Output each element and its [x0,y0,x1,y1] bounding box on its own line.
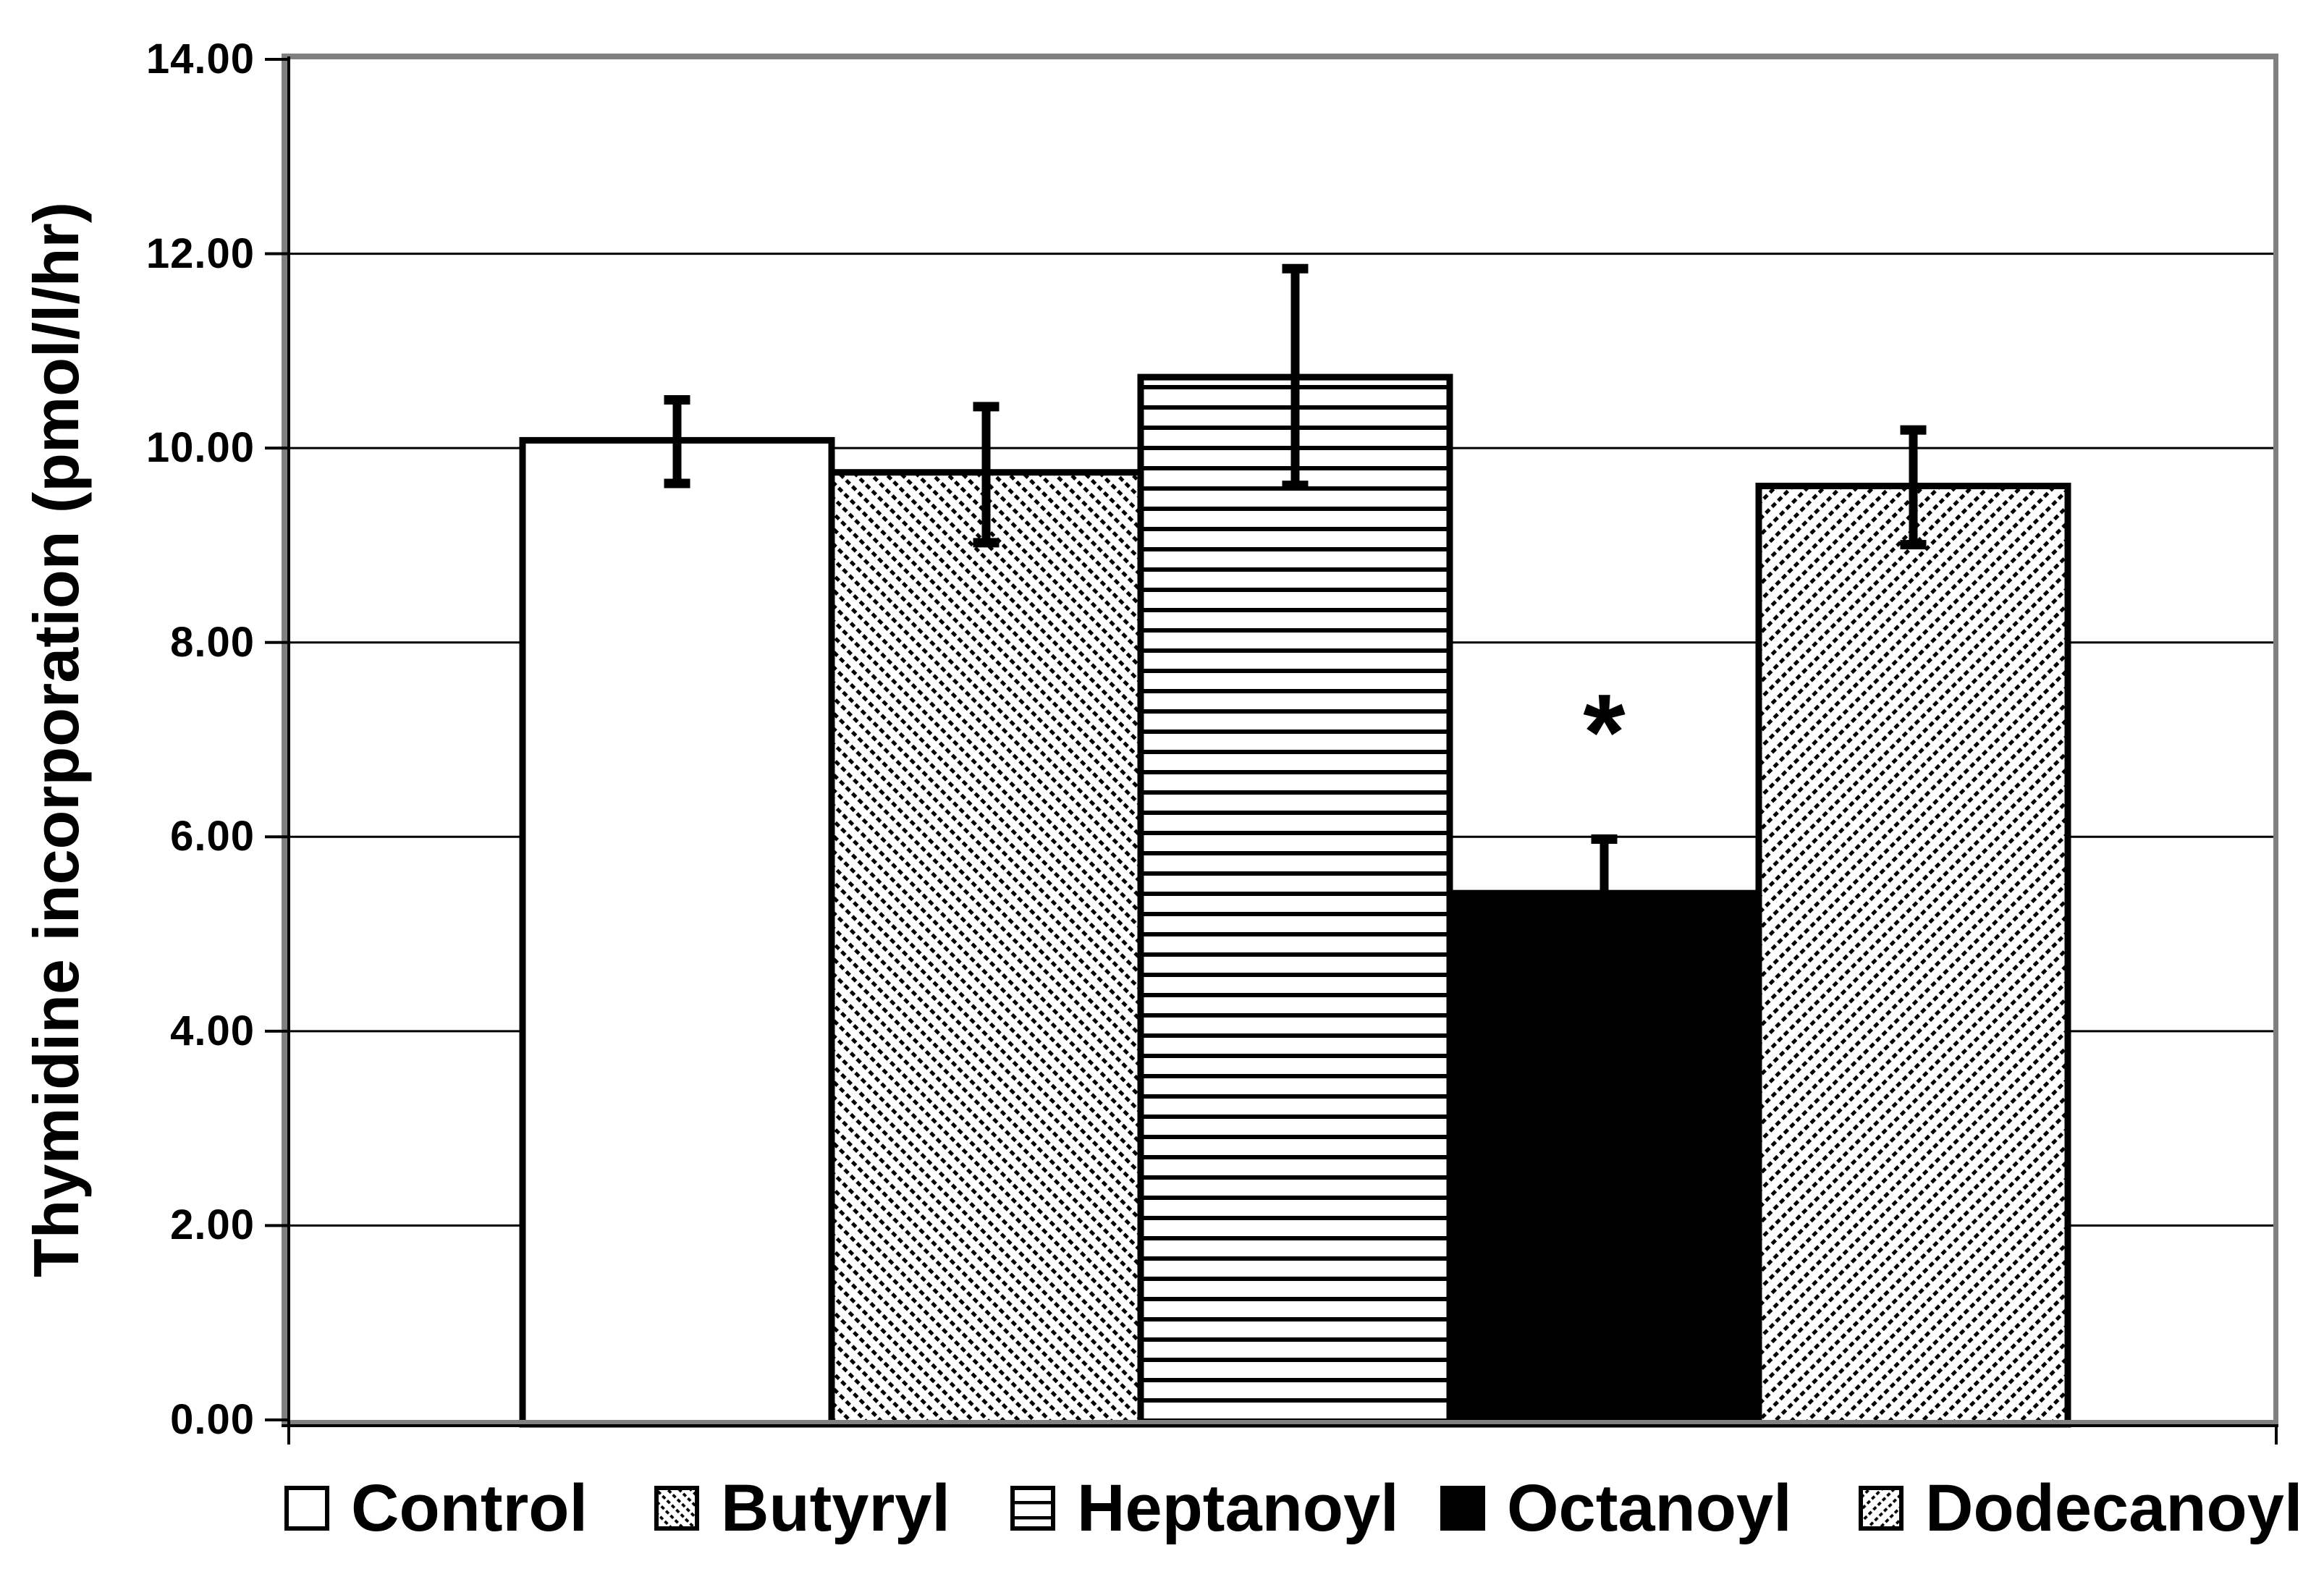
legend-label-control: Control [351,1471,588,1545]
y-tick-label-4.00: 4.00 [170,1007,255,1054]
y-tick-mark-8 [265,640,287,644]
legend-label-butyryl: Butyryl [721,1471,950,1545]
y-axis-line [287,56,290,1424]
y-tick-label-10.00: 10.00 [145,424,255,472]
legend-swatch-butyryl [654,1486,699,1531]
legend-item-butyryl: Butyryl [654,1471,950,1545]
plot-border-top [282,54,2278,59]
plot-border-right [2273,54,2278,1427]
y-tick-mark-6 [265,835,287,839]
y-tick-label-0.00: 0.00 [170,1396,255,1443]
y-tick-mark-14 [265,58,287,61]
y-tick-label-2.00: 2.00 [170,1201,255,1249]
plot-border-bottom [282,1420,2278,1424]
bar-control [519,436,835,1428]
bar-heptanoyl [1137,373,1453,1428]
y-tick-mark-0 [265,1418,287,1421]
legend-item-heptanoyl: Heptanoyl [1010,1471,1399,1545]
y-tick-label-14.00: 14.00 [145,35,255,83]
legend-swatch-control [284,1486,329,1531]
x-axis-line [282,1424,2278,1427]
bar-dodecanoyl [1755,483,2071,1428]
error-bar-butyryl [973,402,1000,548]
y-tick-label-12.00: 12.00 [145,229,255,277]
y-tick-mark-12 [265,252,287,255]
legend-label-octanoyl: Octanoyl [1507,1471,1792,1545]
legend-item-control: Control [284,1471,588,1545]
significance-asterisk-octanoyl: * [1583,671,1626,792]
bar-octanoyl [1446,889,1762,1428]
y-tick-mark-2 [265,1224,287,1227]
bar-butyryl [828,469,1144,1428]
legend-item-octanoyl: Octanoyl [1440,1471,1792,1545]
y-tick-label-8.00: 8.00 [170,618,255,666]
y-tick-mark-4 [265,1029,287,1033]
legend-swatch-dodecanoyl [1859,1486,1903,1531]
x-tick-mark-0 [287,1424,290,1445]
legend-swatch-octanoyl [1440,1486,1485,1531]
error-bar-octanoyl [1591,834,1618,894]
x-tick-mark-1 [2275,1424,2278,1445]
y-tick-mark-10 [265,447,287,450]
plot-border-left [282,54,287,1424]
error-bar-dodecanoyl [1900,425,1927,550]
legend-item-dodecanoyl: Dodecanoyl [1859,1471,2303,1545]
error-bar-heptanoyl [1282,263,1309,491]
legend-label-heptanoyl: Heptanoyl [1077,1471,1399,1545]
y-tick-label-6.00: 6.00 [170,813,255,860]
legend-swatch-heptanoyl [1010,1486,1055,1531]
legend-label-dodecanoyl: Dodecanoyl [1925,1471,2303,1545]
error-bar-control [664,395,690,489]
